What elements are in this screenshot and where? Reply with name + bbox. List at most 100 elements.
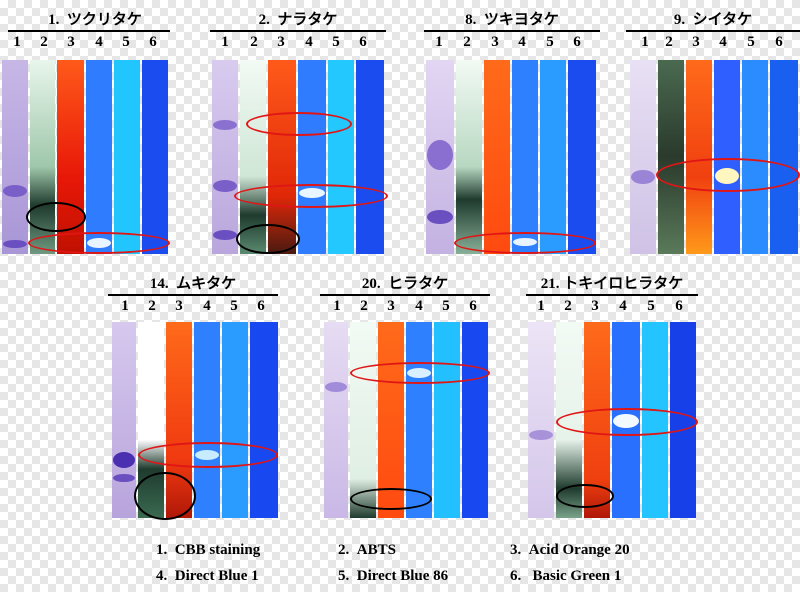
gel-image (108, 322, 278, 520)
lane-cbb (112, 322, 136, 518)
lane-acid-orange (378, 322, 404, 518)
protein-band (427, 210, 453, 224)
protein-band (529, 430, 553, 440)
lane-number: 6 (257, 298, 265, 314)
title-rule (626, 30, 800, 32)
lane-number: 2 (665, 34, 673, 50)
lane-number: 5 (647, 298, 655, 314)
gel-image (626, 60, 800, 254)
lane-numbers: 1 2 3 4 5 6 (626, 34, 800, 52)
lane-cbb (2, 60, 28, 254)
protein-band (3, 240, 27, 248)
lane-number: 2 (360, 298, 368, 314)
lane-direct-blue-86 (114, 60, 140, 254)
lane-numbers: 1 2 3 4 5 6 (424, 34, 600, 52)
panel-mukitake: 14. ムキタケ 1 2 3 4 5 6 (108, 272, 278, 520)
title-rule (8, 30, 170, 32)
lane-cbb (630, 60, 656, 254)
protein-band (631, 170, 655, 184)
lane-number: 4 (518, 34, 526, 50)
lane-number: 4 (95, 34, 103, 50)
lane-cbb (528, 322, 554, 518)
gel-image (0, 60, 170, 254)
lane-number: 5 (747, 34, 755, 50)
title-rule (424, 30, 600, 32)
lane-cbb (324, 322, 348, 518)
legend-acid-orange-20: 3. Acid Orange 20 (510, 542, 630, 558)
panel-tsukuritake: 1. ツクリタケ 1 2 3 4 5 6 (0, 8, 170, 254)
panel-title: 14. ムキタケ (149, 276, 237, 292)
lane-number: 4 (305, 34, 313, 50)
lane-direct-blue-1 (512, 60, 538, 254)
lane-acid-orange (686, 60, 712, 254)
highlight-ellipse-red (246, 112, 352, 136)
title-rule (210, 30, 386, 32)
lane-basic-green (142, 60, 168, 254)
lane-number: 4 (719, 34, 727, 50)
lane-number: 6 (149, 34, 157, 50)
lane-abts (240, 60, 266, 254)
lane-number: 1 (435, 34, 443, 50)
lane-number: 1 (221, 34, 229, 50)
lane-number: 6 (469, 298, 477, 314)
lane-direct-blue-86 (540, 60, 566, 254)
legend-cbb-staining: 1. CBB staining (156, 542, 261, 558)
lane-number: 3 (387, 298, 395, 314)
lane-numbers: 1 2 3 4 5 6 (0, 34, 170, 52)
lane-abts (658, 60, 684, 254)
lane-direct-blue-1 (298, 60, 326, 254)
protein-band (213, 180, 237, 192)
legend-direct-blue-1: 4. Direct Blue 1 (156, 568, 259, 584)
lane-number: 1 (537, 298, 545, 314)
lane-number: 4 (415, 298, 423, 314)
highlight-ellipse-red (454, 232, 596, 254)
lane-number: 1 (641, 34, 649, 50)
lane-direct-blue-86 (328, 60, 354, 254)
title-rule (526, 294, 698, 296)
lane-direct-blue-86 (222, 322, 248, 518)
lane-direct-blue-1 (714, 60, 740, 254)
lane-number: 5 (122, 34, 130, 50)
lane-number: 3 (67, 34, 75, 50)
gel-image (210, 60, 388, 254)
lane-number: 6 (775, 34, 783, 50)
lane-number: 3 (175, 298, 183, 314)
lane-basic-green (770, 60, 798, 254)
lane-number: 6 (675, 298, 683, 314)
panel-title: 20. ヒラタケ (361, 276, 449, 292)
panel-title: 8. ツキヨタケ (465, 12, 559, 28)
highlight-ellipse-black (350, 488, 432, 510)
protein-band (213, 120, 237, 130)
lane-abts (456, 60, 482, 254)
lane-number: 3 (491, 34, 499, 50)
lane-number: 3 (692, 34, 700, 50)
panel-title: 9. シイタケ (673, 12, 753, 28)
lane-number: 1 (333, 298, 341, 314)
legend-abts: 2. ABTS (338, 542, 396, 558)
protein-band (427, 140, 453, 170)
lane-basic-green (250, 322, 278, 518)
highlight-ellipse-black (26, 202, 86, 232)
panel-shiitake: 9. シイタケ 1 2 3 4 5 6 (626, 8, 800, 254)
lane-number: 2 (564, 298, 572, 314)
lane-number: 2 (40, 34, 48, 50)
title-rule (108, 294, 278, 296)
highlight-ellipse-black (236, 224, 300, 254)
legend-basic-green-1: 6. Basic Green 1 (510, 568, 622, 584)
lane-number: 4 (203, 298, 211, 314)
highlight-ellipse-red (350, 362, 490, 384)
highlight-ellipse-red (234, 184, 388, 208)
lane-number: 2 (463, 34, 471, 50)
title-rule (320, 294, 490, 296)
panel-title: 21. トキイロヒラタケ (540, 276, 684, 292)
lane-number: 4 (619, 298, 627, 314)
highlight-ellipse-red (656, 158, 800, 192)
lane-numbers: 1 2 3 4 5 6 (108, 298, 278, 316)
highlight-ellipse-black (556, 484, 614, 508)
lane-direct-blue-86 (742, 60, 768, 254)
lane-basic-green (568, 60, 596, 254)
panel-tokiirohiratake: 21. トキイロヒラタケ 1 2 3 4 5 6 (526, 272, 698, 518)
lane-number: 5 (230, 298, 238, 314)
lane-number: 5 (332, 34, 340, 50)
highlight-ellipse-black (134, 472, 196, 520)
